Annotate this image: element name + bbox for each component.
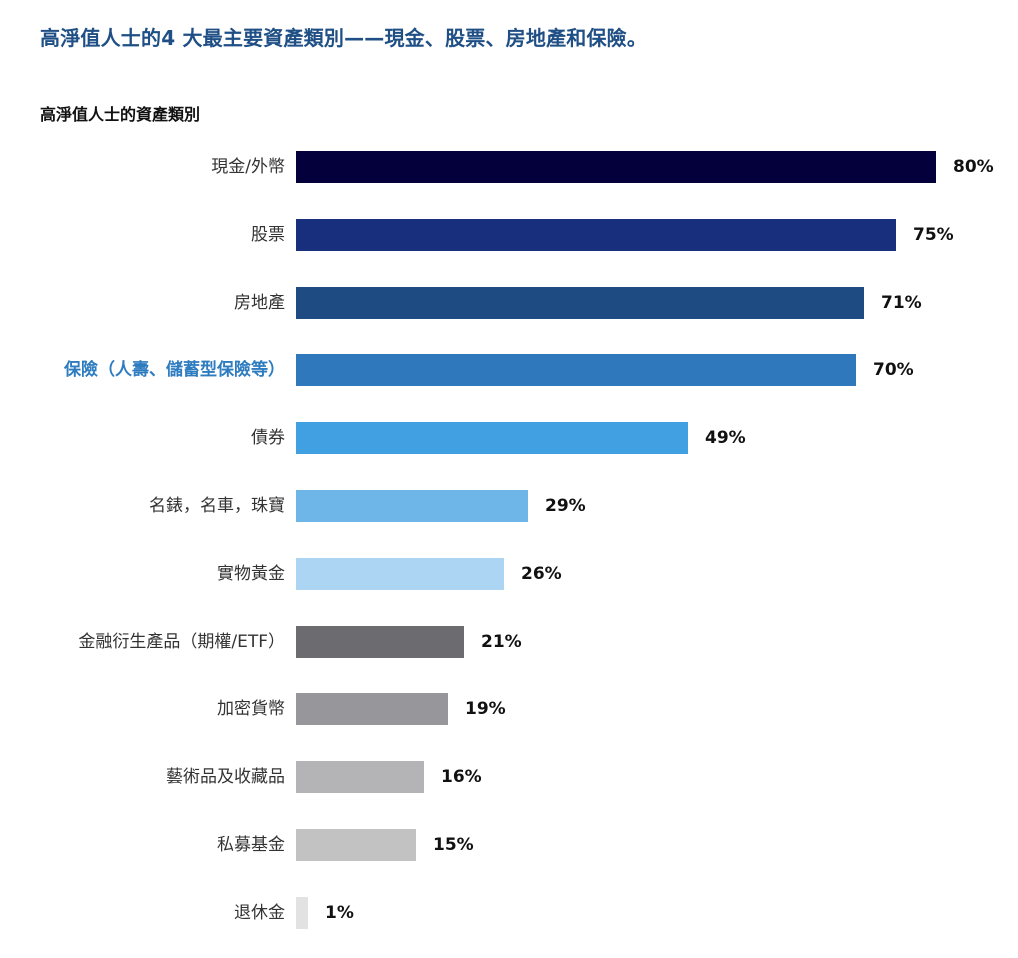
value-label: 70% (873, 360, 914, 380)
bar (296, 354, 856, 386)
category-label: 保險（人壽、儲蓄型保險等） (64, 360, 285, 380)
category-label: 私募基金 (217, 835, 285, 855)
bar-row: 藝術品及收藏品 16% (0, 761, 1018, 793)
bar (296, 626, 464, 658)
bar (296, 490, 528, 522)
value-label: 26% (521, 564, 562, 584)
bar (296, 422, 688, 454)
category-label: 退休金 (234, 903, 285, 923)
bar-row: 名錶，名車，珠寶 29% (0, 490, 1018, 522)
category-label: 金融衍生產品（期權/ETF） (78, 632, 285, 652)
bar (296, 151, 936, 183)
bar (296, 897, 308, 929)
chart-title: 高淨值人士的資產類別 (40, 105, 201, 124)
bar-row: 保險（人壽、儲蓄型保險等） 70% (0, 354, 1018, 386)
value-label: 1% (325, 903, 354, 923)
bar (296, 558, 504, 590)
category-label: 現金/外幣 (211, 157, 285, 177)
category-label: 藝術品及收藏品 (166, 767, 285, 787)
value-label: 15% (433, 835, 474, 855)
page-title: 高淨值人士的4 大最主要資產類別——現金、股票、房地產和保險。 (40, 26, 648, 50)
value-label: 16% (441, 767, 482, 787)
value-label: 49% (705, 428, 746, 448)
value-label: 29% (545, 496, 586, 516)
bar-row: 股票 75% (0, 219, 1018, 251)
bar-row: 實物黃金 26% (0, 558, 1018, 590)
value-label: 19% (465, 699, 506, 719)
bar (296, 829, 416, 861)
bar-row: 退休金 1% (0, 897, 1018, 929)
category-label: 名錶，名車，珠寶 (149, 496, 285, 516)
category-label: 加密貨幣 (217, 699, 285, 719)
value-label: 75% (913, 225, 954, 245)
bar (296, 693, 448, 725)
category-label: 房地產 (234, 293, 285, 313)
bar-row: 金融衍生產品（期權/ETF） 21% (0, 626, 1018, 658)
category-label: 股票 (251, 225, 285, 245)
bar (296, 219, 896, 251)
value-label: 80% (953, 157, 994, 177)
category-label: 債券 (251, 428, 285, 448)
bar (296, 287, 864, 319)
value-label: 71% (881, 293, 922, 313)
value-label: 21% (481, 632, 522, 652)
bar-row: 加密貨幣 19% (0, 693, 1018, 725)
bar-row: 債券 49% (0, 422, 1018, 454)
bar-row: 現金/外幣 80% (0, 151, 1018, 183)
bar-row: 私募基金 15% (0, 829, 1018, 861)
bar (296, 761, 424, 793)
category-label: 實物黃金 (217, 564, 285, 584)
bar-row: 房地產 71% (0, 287, 1018, 319)
